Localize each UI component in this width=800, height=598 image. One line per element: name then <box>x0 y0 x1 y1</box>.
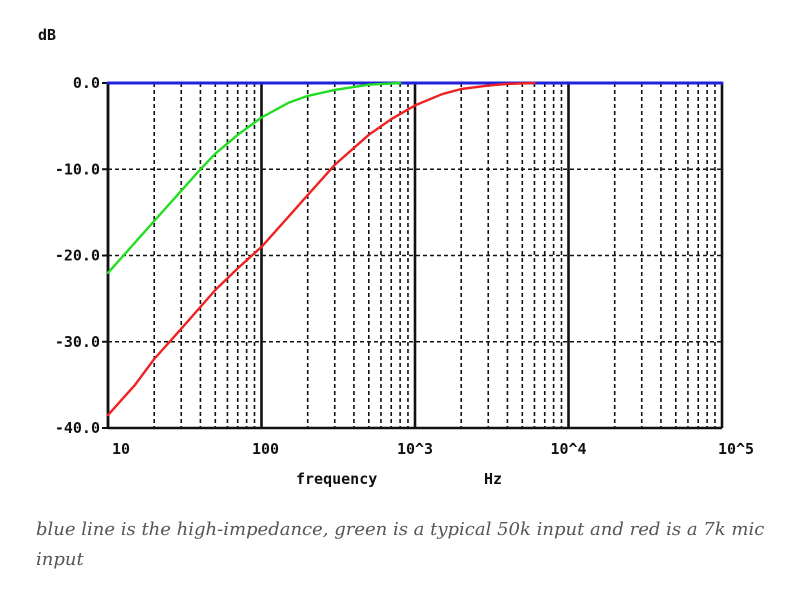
y-axis-label: dB <box>38 26 56 44</box>
grid-lines <box>106 83 724 428</box>
x-tick-label: 10^4 <box>550 440 586 458</box>
tick-labels: 0.0 -10.0 -20.0 -30.0 -40.0 10 100 10^3 10^4 10^5… <box>38 26 754 488</box>
y-tick-label: -30.0 <box>55 333 100 351</box>
x-tick-label: 10 <box>112 440 130 458</box>
y-tick-label: 0.0 <box>73 74 100 92</box>
figure-caption: blue line is the high-impedance, green i… <box>36 519 765 570</box>
series-line-2 <box>106 81 536 417</box>
x-axis-label: frequency <box>296 470 377 488</box>
y-tick-label: -10.0 <box>55 160 100 178</box>
y-tick-label: -40.0 <box>55 419 100 437</box>
x-axis-unit: Hz <box>484 470 502 488</box>
series-line-1 <box>106 81 402 274</box>
y-tick-label: -20.0 <box>55 247 100 265</box>
frequency-response-chart: 0.0 -10.0 -20.0 -30.0 -40.0 10 100 10^3 10^4 10^5… <box>38 26 754 488</box>
data-series <box>106 81 724 417</box>
x-tick-label: 10^3 <box>397 440 433 458</box>
x-tick-label: 100 <box>252 440 279 458</box>
x-tick-label: 10^5 <box>718 440 754 458</box>
